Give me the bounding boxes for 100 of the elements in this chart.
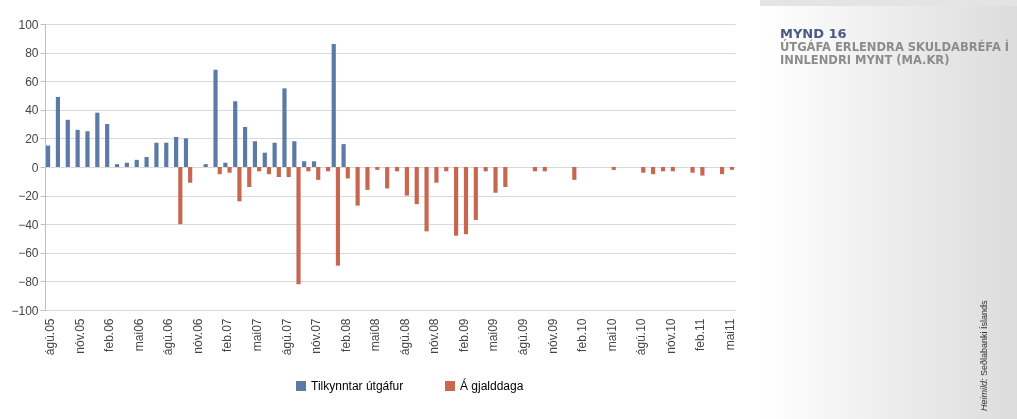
y-tick-label: 80: [25, 46, 39, 61]
bar: [700, 167, 705, 176]
bar: [134, 159, 139, 167]
bar: [463, 167, 469, 235]
x-tick-label: nóv.06: [190, 318, 205, 354]
y-tick-label: 100: [18, 17, 39, 32]
text: Heimild: Seðlabanki Íslands: [978, 300, 990, 411]
bar: [365, 167, 370, 190]
bar: [75, 129, 80, 167]
bar: [188, 167, 193, 183]
legend-label: Tilkynntar útgáfur: [311, 379, 404, 393]
x-tick-label: nóv.10: [663, 318, 678, 354]
bar: [302, 161, 307, 167]
y-tick-label: −40: [18, 217, 39, 232]
y-tick-label: −100: [11, 303, 39, 318]
bar: [272, 142, 277, 167]
x-tick-label: mai06: [131, 318, 146, 352]
x-tick-label: nóv.08: [427, 318, 442, 354]
bar: [719, 167, 725, 175]
x-tick-label: ágú.07: [279, 318, 294, 356]
bar: [434, 167, 439, 183]
bar: [316, 167, 321, 180]
bar: [85, 131, 90, 167]
text: ÚTGÁFA ERLENDRA SKULDABRÉFA Í INNLENDRI MYNT (MA.KR): [780, 40, 1010, 67]
bar: [242, 126, 248, 167]
bar: [296, 167, 301, 285]
bar: [292, 141, 297, 167]
bar: [227, 167, 232, 173]
bar: [178, 167, 183, 225]
y-tick-label: −20: [18, 189, 39, 204]
bar: [237, 167, 242, 202]
x-tick-label: feb.08: [338, 318, 353, 352]
x-tick-label: mai08: [368, 318, 383, 352]
bar: [375, 167, 380, 170]
bar: [114, 164, 120, 167]
legend-label: Á gjalddaga: [460, 378, 524, 393]
x-tick-label: mai11: [722, 318, 737, 351]
bar: [276, 167, 281, 178]
bar: [503, 167, 508, 188]
x-tick-label: mai10: [604, 318, 619, 352]
bar: [55, 96, 61, 167]
bar: [414, 167, 419, 205]
bar: [611, 167, 616, 170]
bar: [729, 167, 735, 170]
x-tick-label: ágú.06: [161, 318, 176, 356]
bar: [247, 167, 252, 188]
x-tick-label: ágú.08: [397, 318, 412, 356]
bar: [355, 167, 360, 206]
bar: [345, 167, 350, 179]
bar: [335, 167, 341, 266]
bar: [641, 167, 646, 173]
x-tick-label: feb.07: [220, 318, 235, 352]
bar: [311, 161, 317, 167]
bar: [690, 167, 695, 173]
y-tick-label: −60: [18, 246, 39, 261]
x-tick-label: feb.09: [456, 318, 471, 352]
x-tick-label: feb.06: [102, 318, 117, 352]
bar: [174, 136, 179, 167]
bar: [203, 164, 208, 167]
bar: [95, 112, 100, 167]
x-tick-label: nóv.05: [72, 318, 87, 354]
y-tick-label: 20: [25, 131, 39, 146]
bar: [252, 141, 258, 167]
bar: [454, 167, 459, 236]
bar: [217, 167, 222, 175]
bar: [233, 101, 238, 167]
y-tick-label: −80: [18, 274, 39, 289]
bar: [213, 69, 218, 167]
x-tick-label: nóv.07: [309, 318, 324, 354]
bar: [424, 167, 429, 232]
bar: [183, 138, 189, 167]
bar: [404, 167, 409, 196]
bar: [286, 167, 291, 178]
bar: [331, 44, 336, 167]
x-tick-label: ágú.05: [43, 318, 58, 356]
x-tick-label: feb.10: [575, 318, 590, 352]
x-tick-label: mai09: [486, 318, 501, 352]
bar: [341, 144, 346, 167]
bar: [266, 167, 272, 175]
x-tick-label: ágú.09: [515, 318, 530, 356]
bar: [164, 142, 169, 167]
bar: [473, 167, 478, 220]
y-tick-label: 40: [25, 103, 39, 118]
bar: [154, 142, 159, 167]
x-tick-label: mai07: [250, 318, 265, 352]
bar: [572, 167, 577, 180]
bar: [144, 156, 149, 167]
bar: [105, 124, 110, 167]
x-tick-label: feb.11: [693, 318, 708, 351]
x-tick-label: ágú.10: [634, 318, 649, 356]
bar: [65, 119, 70, 167]
bar: [385, 167, 390, 189]
bar: [493, 167, 498, 193]
bar: [282, 88, 287, 167]
bar: [651, 167, 656, 175]
y-tick-label: 60: [25, 74, 39, 89]
y-tick-label: 0: [31, 160, 39, 175]
x-tick-label: nóv.09: [545, 318, 560, 354]
bar: [45, 145, 51, 167]
bar: [262, 152, 267, 167]
